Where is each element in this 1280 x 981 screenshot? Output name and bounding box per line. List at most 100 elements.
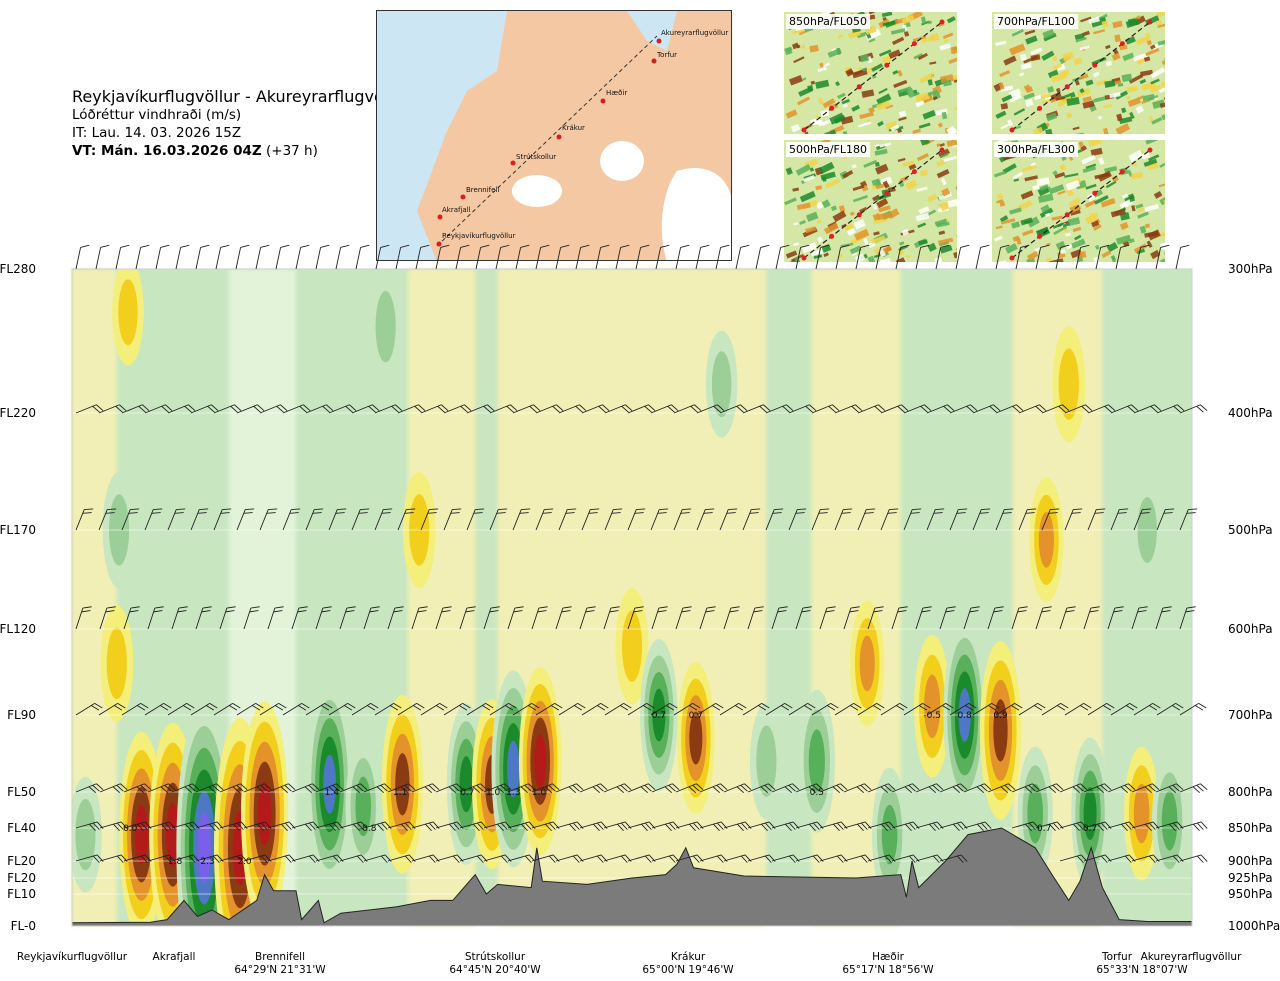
route-station-marker: [510, 160, 516, 166]
mini-map-texture: [1092, 71, 1100, 78]
wind-barb: [1107, 783, 1136, 794]
mini-map-texture: [1126, 85, 1138, 93]
mini-map-texture: [876, 198, 889, 209]
mini-map-texture: [1025, 98, 1034, 107]
value-label: -0.8: [359, 824, 377, 834]
mini-map-texture: [861, 67, 867, 72]
mini-map-texture: [1105, 180, 1117, 189]
wind-barb: [489, 702, 517, 716]
mini-map-texture: [1071, 238, 1086, 249]
wind-barb: [167, 508, 186, 531]
velocity-contour: [924, 674, 941, 739]
mini-map-texture: [941, 111, 948, 120]
mini-map-texture: [867, 255, 876, 262]
velocity-contour: [409, 494, 430, 566]
mini-map-texture: [1114, 34, 1121, 43]
mini-map-texture: [840, 242, 854, 248]
value-label: 2.3: [200, 857, 214, 867]
mini-map-texture: [996, 192, 1004, 200]
pressure-tick: 700hPa: [1228, 708, 1273, 722]
wind-barb: [1083, 854, 1112, 863]
wind-barb: [135, 244, 150, 270]
mini-map-texture: [1001, 94, 1013, 103]
wind-barb: [531, 606, 548, 630]
mini-map-texture: [817, 66, 827, 73]
wind-barb: [99, 783, 128, 794]
wind-barb: [1179, 702, 1207, 716]
mini-map-station: [801, 255, 807, 261]
velocity-contour: [947, 637, 983, 793]
velocity-contour: [1058, 348, 1079, 420]
wind-barb: [219, 854, 248, 863]
mini-map-texture: [835, 81, 841, 87]
mini-map-texture: [1055, 96, 1065, 101]
mini-map-texture: [1136, 207, 1145, 213]
mini-map-texture: [823, 129, 837, 134]
mini-map-texture: [1095, 244, 1100, 250]
location-coord: 64°45'N 20°40'W: [449, 964, 541, 976]
wind-barb: [315, 854, 344, 863]
mini-map-texture: [1057, 190, 1066, 196]
mini-map-texture: [827, 47, 842, 58]
mini-map-texture: [1159, 240, 1165, 250]
velocity-contour: [100, 605, 134, 722]
wind-barb: [171, 606, 188, 630]
wind-barb: [282, 508, 301, 531]
wind-barb: [843, 854, 872, 863]
wind-barb: [259, 508, 278, 531]
route-station-marker: [556, 134, 562, 140]
mini-map-texture: [1039, 207, 1054, 219]
wind-barb: [147, 854, 176, 863]
velocity-contour: [1029, 477, 1064, 603]
mini-map-texture: [1104, 79, 1116, 88]
wind-barb: [627, 783, 656, 794]
mini-map-texture: [790, 123, 801, 133]
mini-map-texture: [938, 202, 947, 207]
mini-map-texture: [1054, 172, 1066, 179]
flight-level-tick: FL10: [7, 887, 36, 901]
background-band: [72, 269, 117, 926]
terrain-fill: [71, 827, 1193, 927]
mini-map-texture: [874, 148, 888, 156]
mini-map-texture: [918, 239, 928, 246]
wind-barb: [696, 508, 715, 531]
wind-barb: [603, 783, 632, 794]
velocity-cell: [345, 739, 381, 874]
mini-map-texture: [856, 31, 868, 39]
wind-barb: [742, 508, 761, 531]
mini-map-texture: [936, 169, 950, 179]
velocity-cell: [1131, 476, 1163, 584]
velocity-contour: [919, 654, 946, 759]
mini-map-texture: [876, 100, 891, 111]
mini-map-texture: [908, 91, 920, 99]
mini-map-texture: [1094, 172, 1110, 180]
mini-map-texture: [1146, 40, 1152, 46]
velocity-contour: [176, 704, 232, 926]
flight-level-tick: FL120: [0, 622, 36, 636]
wind-barb: [963, 783, 992, 794]
mini-map-texture: [843, 223, 854, 232]
wind-barb: [1107, 854, 1136, 863]
mini-map-texture: [1135, 105, 1145, 114]
flight-level-tick: FL-0: [11, 919, 36, 933]
wind-barb: [335, 244, 350, 270]
velocity-contour: [395, 753, 410, 816]
wind-barb: [675, 606, 692, 630]
wind-barb: [295, 244, 310, 270]
mini-map-texture: [1082, 30, 1090, 37]
route-station-marker: [436, 241, 442, 247]
velocity-contour: [131, 786, 152, 883]
sea-west: [377, 11, 507, 260]
mini-map-texture: [1060, 249, 1066, 255]
velocity-contour: [859, 635, 875, 692]
mini-map-texture: [841, 98, 850, 105]
wind-barb: [339, 783, 368, 794]
mini-map-texture: [1069, 208, 1081, 216]
background-band: [228, 269, 296, 926]
wind-barb: [121, 404, 150, 414]
mini-map-texture: [1008, 88, 1022, 98]
velocity-contour: [979, 640, 1022, 820]
wind-barb: [1131, 783, 1160, 794]
wind-barb: [1011, 783, 1040, 794]
velocity-cell: [677, 662, 715, 815]
